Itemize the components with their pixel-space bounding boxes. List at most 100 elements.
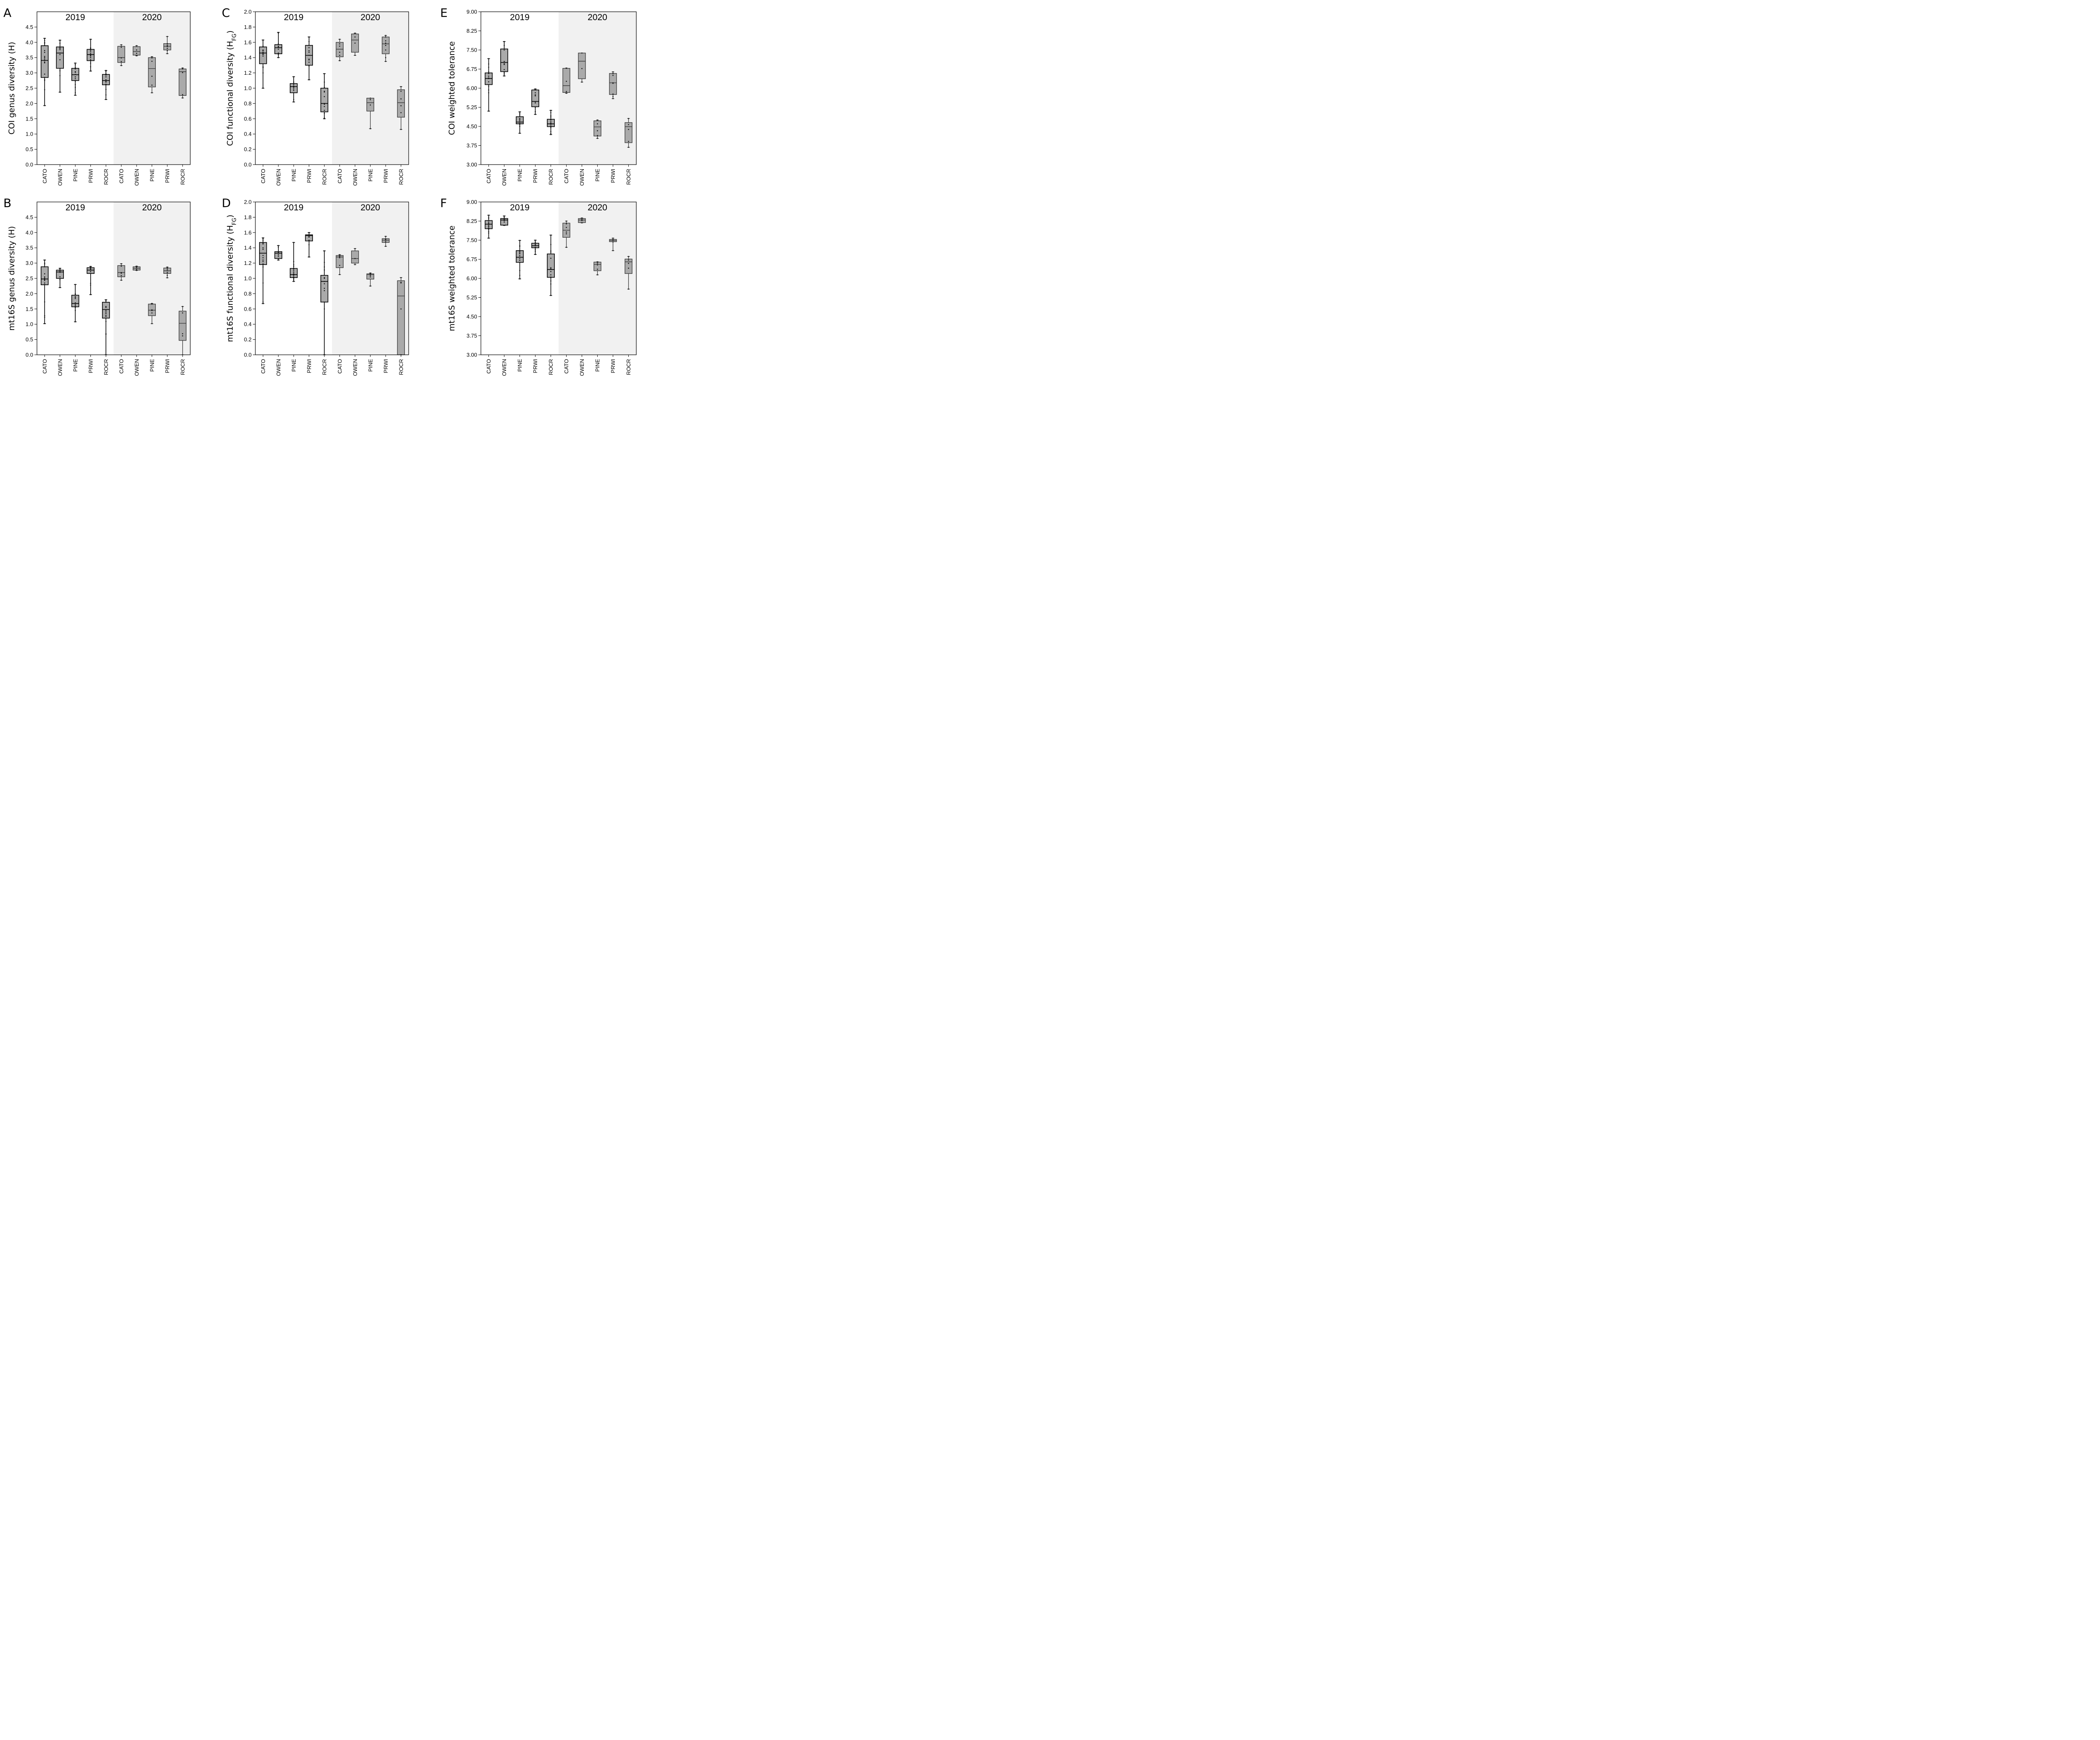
data-point (504, 218, 505, 220)
box-2020-rocr (397, 277, 405, 356)
data-point (628, 288, 629, 290)
data-point (339, 52, 341, 53)
box-2020-rocr (178, 306, 186, 355)
data-point (293, 261, 294, 262)
shade-2020 (559, 12, 636, 165)
data-point (262, 52, 264, 53)
data-point (136, 49, 137, 51)
data-point (519, 116, 520, 118)
data-point (519, 256, 520, 258)
data-point (323, 262, 325, 263)
data-point (121, 47, 122, 48)
data-point (597, 130, 598, 131)
data-point (151, 60, 153, 62)
data-point (400, 98, 402, 100)
data-point (488, 85, 489, 87)
data-point (519, 253, 520, 254)
data-point (323, 113, 325, 114)
plot-frame (480, 11, 637, 165)
box-iqr (500, 48, 508, 72)
y-tick-label: 0.2 (244, 336, 252, 343)
data-point (74, 307, 76, 308)
data-point (308, 236, 310, 238)
data-point (519, 262, 520, 263)
data-point (550, 252, 551, 253)
box-iqr (562, 68, 570, 93)
box-2019-owen (56, 267, 64, 288)
data-point (550, 276, 551, 278)
data-point (519, 124, 520, 126)
data-point (612, 82, 614, 84)
data-point (293, 85, 294, 86)
y-tick-label: 0.8 (244, 100, 252, 107)
data-point (182, 312, 184, 314)
data-point (597, 138, 598, 139)
data-point (323, 106, 325, 107)
box-2019-owen (274, 31, 283, 58)
data-point (535, 94, 536, 96)
y-tick-label: 1.6 (244, 39, 252, 45)
data-point (323, 266, 325, 267)
data-point (59, 49, 61, 50)
data-point (74, 68, 76, 70)
box-2019-prwi (305, 36, 313, 81)
data-point (519, 275, 520, 276)
x-tick-label: OWEN (134, 169, 140, 186)
y-tick-label: 0.4 (244, 321, 252, 328)
data-point (550, 125, 551, 127)
data-point (74, 73, 76, 75)
data-point (105, 316, 107, 317)
data-point (44, 105, 45, 106)
data-point (59, 270, 61, 271)
data-point (550, 250, 551, 252)
data-point (628, 128, 629, 130)
data-point (550, 244, 551, 245)
data-point (535, 102, 536, 104)
x-tick-label: PRWI (532, 169, 538, 183)
box-2019-prwi (531, 239, 539, 255)
data-point (581, 220, 583, 221)
box-2020-cato (336, 254, 344, 275)
data-point (166, 45, 168, 46)
box-iqr (336, 255, 344, 268)
data-point (597, 261, 598, 262)
data-point (278, 252, 279, 253)
data-point (370, 97, 371, 99)
data-point (488, 217, 489, 218)
data-point (323, 73, 325, 74)
data-point (400, 105, 402, 107)
y-axis-label: mt16S functional diversity (HFG) (226, 215, 238, 342)
data-point (293, 273, 294, 275)
y-tick-label: 5.25 (467, 294, 477, 301)
data-point (323, 288, 325, 289)
data-point (44, 52, 45, 53)
y-axis-label: COI functional diversity (HFG) (226, 30, 238, 146)
x-tick-label: CATO (42, 359, 48, 374)
x-tick-label: CATO (260, 359, 266, 374)
data-point (105, 94, 107, 96)
data-point (262, 54, 264, 55)
y-tick-label: 1.2 (244, 70, 252, 76)
data-point (488, 63, 489, 65)
data-point (550, 123, 551, 125)
data-point (323, 103, 325, 105)
panel-letter: A (3, 6, 11, 20)
data-point (504, 49, 505, 51)
data-point (504, 45, 505, 46)
data-point (59, 267, 61, 269)
data-point (385, 35, 386, 36)
data-point (44, 61, 45, 63)
data-point (612, 71, 614, 73)
data-point (59, 276, 61, 278)
data-point (262, 72, 264, 73)
data-point (262, 249, 264, 250)
data-point (519, 270, 520, 271)
data-point (628, 141, 629, 142)
data-point (628, 256, 629, 257)
data-point (59, 75, 61, 76)
data-point (166, 266, 168, 268)
data-point (293, 265, 294, 267)
box-2020-cato (562, 220, 570, 248)
data-point (105, 301, 107, 303)
